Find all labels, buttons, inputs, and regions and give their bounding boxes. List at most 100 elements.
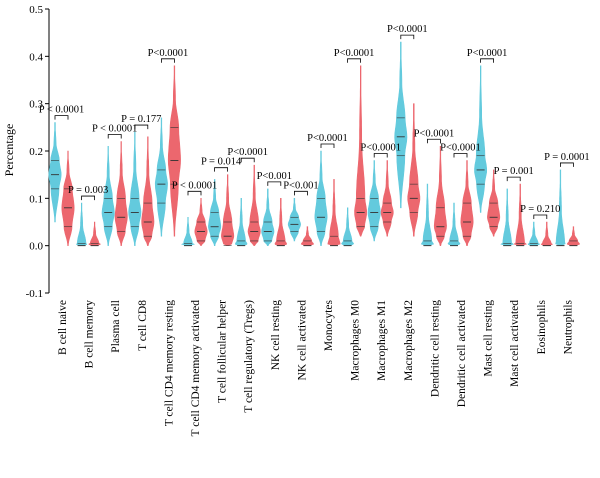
category-label: T cell CD4 memory resting (163, 300, 175, 427)
category-label: Dendritic cell activated (456, 300, 468, 408)
violin-group2 (300, 226, 314, 246)
violin-group1 (500, 188, 515, 246)
p-value-label: P < 0.0001 (172, 180, 218, 191)
significance-bracket (320, 143, 335, 148)
p-value-label: P<0.0001 (227, 147, 268, 158)
category-label: T cell CD8 (137, 300, 149, 351)
p-value-label: P<0.0001 (360, 142, 401, 153)
violin-group1 (76, 202, 88, 246)
significance-bracket (54, 115, 69, 120)
significance-bracket (267, 181, 282, 186)
category-label: Macrophages M2 (403, 300, 415, 381)
violin-group1 (180, 217, 196, 246)
category-label: T cell regulatory (Tregs) (243, 300, 255, 413)
violin-group1 (474, 65, 487, 213)
category-label: NK cell resting (270, 300, 282, 371)
violin-group2 (247, 164, 261, 246)
significance-bracket (240, 157, 255, 163)
significance-bracket (533, 214, 548, 219)
y-tick-label: 0.1 (29, 193, 43, 205)
violin-group2 (141, 136, 155, 246)
p-value-label: P = 0.177 (121, 114, 161, 125)
category-label: Macrophages M1 (376, 300, 388, 381)
violin-group2 (61, 150, 75, 246)
significance-bracket (347, 58, 361, 63)
significance-bracket (373, 153, 388, 158)
p-value-label: P = 0.0001 (544, 152, 590, 163)
y-tick-label: 0.5 (29, 4, 43, 16)
p-value-label: P = 0.003 (68, 185, 108, 196)
violin-group2 (274, 198, 287, 246)
category-label: Plasma cell (110, 300, 122, 353)
violin-group1 (555, 169, 566, 246)
y-axis-label: Percentage (2, 124, 16, 177)
violin-group2 (327, 179, 341, 246)
violin-group2 (407, 103, 421, 237)
violin-group1 (154, 117, 168, 237)
significance-bracket (161, 58, 175, 63)
violin-group2 (114, 141, 128, 246)
category-label: Monocytes (323, 299, 335, 351)
significance-bracket (480, 58, 494, 63)
violin-group2 (354, 65, 368, 237)
significance-bracket (107, 134, 122, 139)
violin-group2 (433, 146, 447, 246)
violin-group2 (540, 221, 553, 246)
violin-group1 (261, 188, 275, 246)
violin-group1 (235, 198, 248, 246)
significance-bracket (134, 124, 149, 130)
x-axis-labels: B cell naive B cell memory Plasma cell T ce… (57, 299, 574, 436)
p-value-label: P<0.0001 (414, 128, 455, 139)
y-tick-label: 0.3 (29, 99, 43, 111)
p-value-label: P<0.0001 (307, 133, 348, 144)
significance-bracket (427, 138, 441, 144)
category-label: NK cell activated (296, 300, 308, 381)
violin-group1 (48, 122, 62, 223)
p-value-label: P < 0.0001 (39, 105, 85, 116)
category-label: B cell naive (57, 300, 69, 355)
significance-bracket (81, 195, 95, 201)
p-value-label: P < 0.0001 (92, 124, 138, 135)
violin-group1 (341, 207, 355, 246)
p-value-label: P<0.0001 (467, 48, 508, 59)
category-label: Macrophages M0 (350, 300, 362, 381)
violin-group2 (380, 160, 394, 237)
y-tick-label: 0.4 (29, 51, 43, 63)
violin-group2 (167, 65, 181, 237)
p-value-label: P = 0.210 (520, 204, 560, 215)
violin-group2 (88, 221, 101, 246)
category-label: T cell follicular helper (217, 300, 229, 403)
y-tick-label: 0.0 (29, 241, 43, 253)
p-value-label: P<0.0001 (148, 48, 189, 59)
p-value-label: P = 0.001 (494, 166, 534, 177)
category-label: Dendritic cell resting (429, 300, 441, 397)
p-value-label: P<0.0001 (440, 142, 481, 153)
violins (48, 41, 580, 247)
category-label: Eosinophils (536, 299, 548, 354)
violin-group1 (287, 198, 301, 242)
significance-bracket (560, 162, 574, 167)
significance-bracket (453, 153, 468, 158)
category-label: Mast cell resting (483, 300, 495, 377)
y-axis: -0.1 0.0 0.1 0.2 0.3 0.4 0.5 (26, 4, 50, 300)
violin-group2 (566, 226, 580, 246)
p-value-label: P<0.001 (283, 180, 318, 191)
significance-bracket (294, 190, 308, 196)
category-label: B cell memory (84, 300, 96, 369)
significance-bracket (400, 34, 415, 40)
category-label: Neutrophils (562, 299, 574, 354)
violin-group1 (527, 221, 540, 246)
violin-group1 (394, 41, 408, 209)
violin-group1 (420, 183, 435, 246)
violin-group1 (101, 146, 115, 246)
violin-group2 (221, 174, 235, 246)
violin-group1 (367, 160, 381, 242)
violin-group2 (513, 183, 527, 246)
y-tick-label: -0.1 (26, 288, 43, 300)
violin-group1 (128, 131, 142, 246)
significance-bracket (506, 176, 521, 182)
category-label: T cell CD4 memory activated (190, 300, 202, 437)
p-value-label: P<0.0001 (387, 24, 428, 35)
